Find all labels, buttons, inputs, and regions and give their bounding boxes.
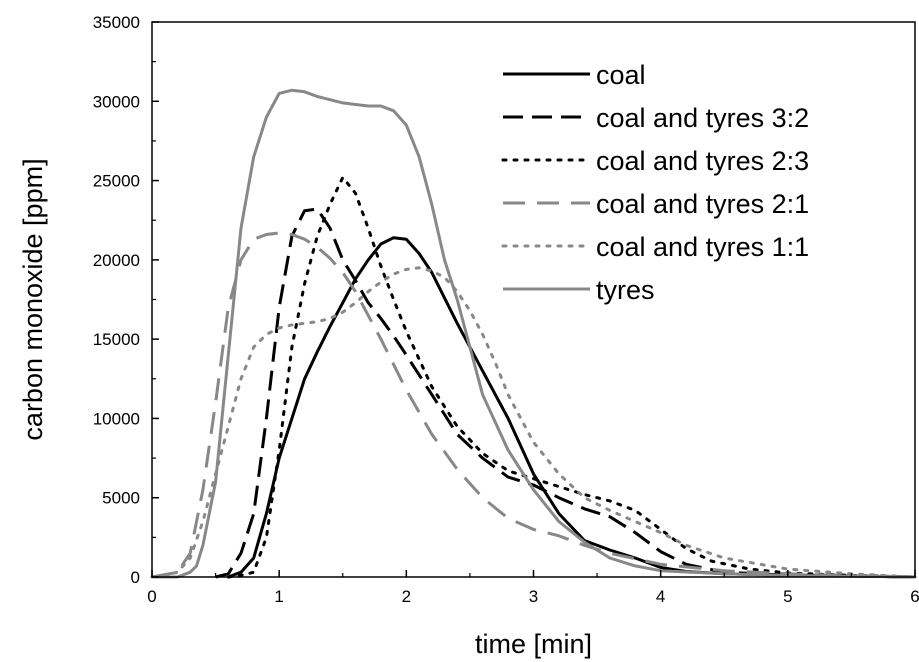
x-tick-label: 5 [783,587,792,606]
legend: coal coal and tyres 3:2 coal and tyres 2:3… [501,60,809,305]
x-tick-label: 1 [274,587,283,606]
y-axis: 0 5000 10000 15000 20000 25000 30000 35000 [93,13,159,587]
y-tick-label: 25000 [93,172,140,191]
y-tick-label: 10000 [93,409,140,428]
legend-label: coal [596,60,646,90]
x-tick-label: 0 [147,587,156,606]
x-tick-label: 4 [656,587,665,606]
y-tick-label: 35000 [93,13,140,32]
y-tick-label: 0 [131,568,140,587]
series-line-1 [227,236,916,579]
legend-label: coal and tyres 2:1 [596,189,809,219]
x-axis-title: time [min] [475,629,592,659]
series-line-3 [226,175,917,579]
y-tick-label: 20000 [93,251,140,270]
y-tick-label: 30000 [93,92,140,111]
legend-label: tyres [596,275,655,305]
legend-label: coal and tyres 3:2 [596,103,809,133]
x-axis: 0 1 2 3 4 5 6 [147,570,919,606]
x-tick-label: 3 [529,587,538,606]
y-axis-title: carbon monoxide [ppm] [18,158,48,440]
legend-label: coal and tyres 1:1 [596,232,809,262]
series-line-6 [152,88,916,579]
y-tick-label: 5000 [102,489,140,508]
y-tick-label: 15000 [93,330,140,349]
series-line-2 [215,207,916,579]
legend-label: coal and tyres 2:3 [596,146,809,176]
series-layer [150,88,917,579]
x-tick-label: 6 [910,587,919,606]
series-line-4 [151,231,916,579]
x-tick-label: 2 [402,587,411,606]
